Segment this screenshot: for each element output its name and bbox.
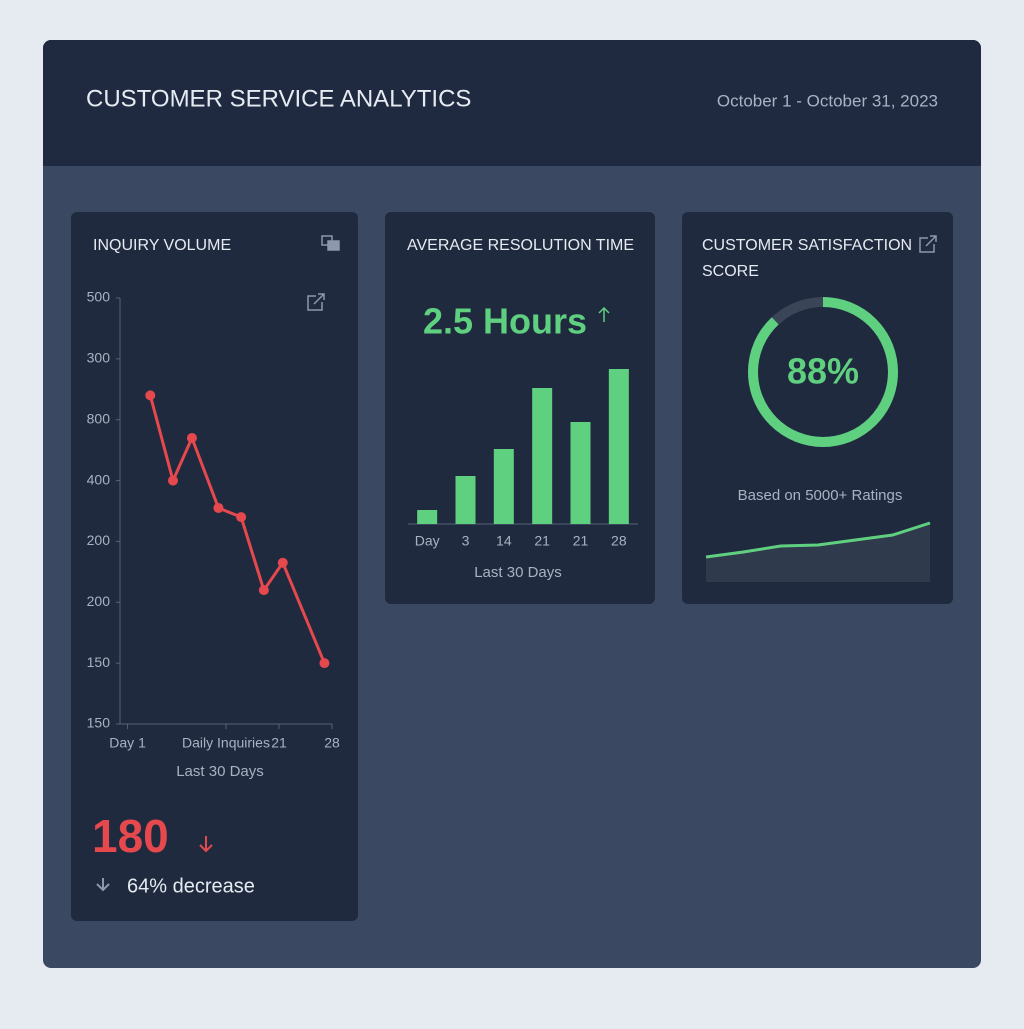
bar <box>455 476 476 524</box>
card-title: CUSTOMER SATISFACTION SCORE <box>702 237 913 280</box>
card-title-box: CUSTOMER SATISFACTION SCORE <box>702 237 913 280</box>
gauge-label: 88% <box>787 351 859 392</box>
y-tick-label: 200 <box>87 593 111 609</box>
x-tick-label: 14 <box>496 533 512 549</box>
page-title: CUSTOMER SERVICE ANALYTICS <box>86 85 471 112</box>
x-tick-label: 21 <box>573 533 589 549</box>
down-arrow <box>199 836 213 853</box>
axis-label: Last 30 Days <box>176 763 264 780</box>
y-tick-label: 500 <box>87 289 111 305</box>
point <box>145 390 156 401</box>
x-tick-label: 28 <box>611 533 627 549</box>
gauge-arc <box>748 297 898 447</box>
y-tick-label: 400 <box>87 471 111 487</box>
card-title: AVERAGE RESOLUTION TIME <box>407 237 634 254</box>
change: 64% decrease <box>127 875 255 897</box>
bar <box>532 388 553 524</box>
point <box>168 475 178 486</box>
header-bar <box>43 40 981 166</box>
point <box>258 585 269 596</box>
bar <box>493 449 514 524</box>
x-tick-label: 28 <box>324 735 340 751</box>
expand-icon[interactable] <box>307 293 325 311</box>
y-tick-label: 800 <box>87 410 111 426</box>
point <box>277 557 288 568</box>
point <box>186 432 197 443</box>
y-tick-label: 150 <box>87 654 111 670</box>
headline: 2.5 Hours <box>423 301 587 342</box>
down-icon <box>96 878 110 892</box>
x-tick-label: Day 1 <box>109 735 146 751</box>
date-range: October 1 - October 31, 2023 <box>717 91 938 110</box>
card <box>682 212 953 604</box>
point <box>236 512 247 523</box>
bar <box>570 422 591 524</box>
card <box>71 212 358 921</box>
total: 180 <box>92 810 169 862</box>
y-tick-label: 200 <box>87 532 111 548</box>
trend-line <box>705 521 931 559</box>
up-arrow <box>598 306 610 322</box>
bar <box>608 369 629 524</box>
y-tick-label: 150 <box>87 715 111 731</box>
point <box>213 502 224 513</box>
y-tick-label: 300 <box>87 350 111 366</box>
x-tick-label: 3 <box>462 533 470 549</box>
line <box>148 394 326 664</box>
x-tick-label: 21 <box>534 533 550 549</box>
bar <box>417 510 438 524</box>
card-title: INQUIRY VOLUME <box>93 237 231 254</box>
note: Based on 5000+ Ratings <box>738 487 903 504</box>
point <box>319 658 330 669</box>
expand-icon[interactable] <box>919 235 937 253</box>
axis-label: Last 30 Days <box>474 564 562 581</box>
icon[interactable] <box>321 235 340 251</box>
x-tick-label: 21 <box>271 735 287 751</box>
x-tick-label: Daily Inquiries <box>182 735 270 751</box>
x-tick-label: Day <box>415 533 440 549</box>
